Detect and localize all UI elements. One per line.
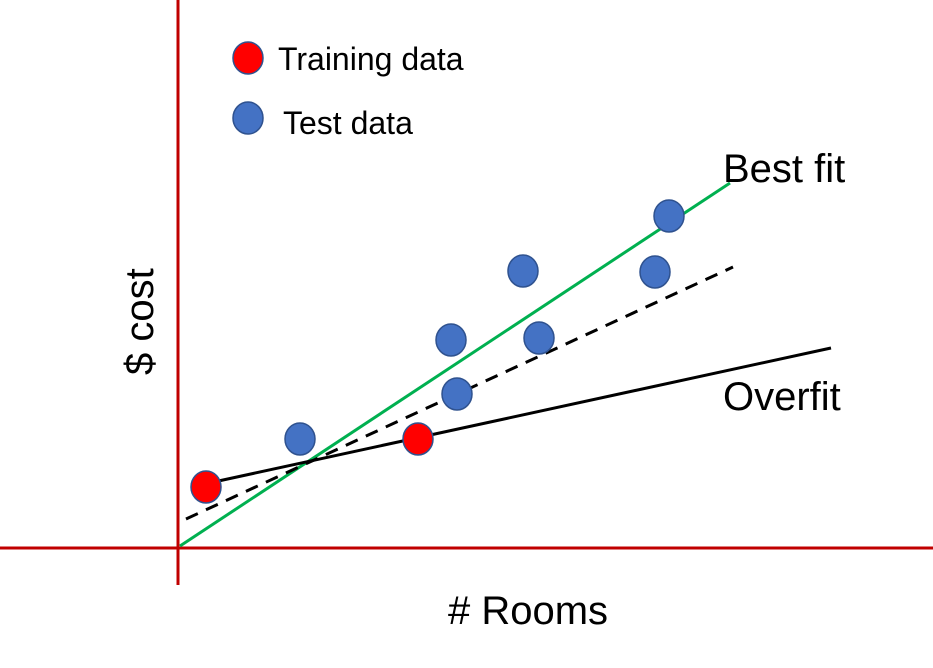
overfit-label: Overfit — [723, 375, 841, 419]
training-legend-label: Training data — [278, 41, 464, 77]
y-axis-label: $ cost — [118, 268, 162, 375]
test-point — [507, 254, 539, 288]
training-legend-marker — [232, 41, 264, 75]
training-point — [190, 470, 222, 504]
test-legend-label: Test data — [283, 105, 413, 141]
x-axis-label: # Rooms — [448, 589, 608, 633]
legend: Training data Test data — [232, 41, 464, 141]
overfit-line — [199, 346, 832, 487]
best-fit-line — [179, 181, 731, 548]
test-legend-marker — [232, 101, 264, 135]
training-point — [402, 422, 434, 456]
test-point — [441, 377, 473, 411]
test-point — [435, 323, 467, 357]
test-point — [653, 199, 685, 233]
dashed-fit-line — [185, 265, 734, 521]
test-point — [523, 321, 555, 355]
training-data-points — [190, 422, 434, 504]
test-point — [284, 422, 316, 456]
test-data-points — [284, 199, 685, 456]
best-fit-label: Best fit — [723, 147, 845, 191]
test-point — [639, 255, 671, 289]
